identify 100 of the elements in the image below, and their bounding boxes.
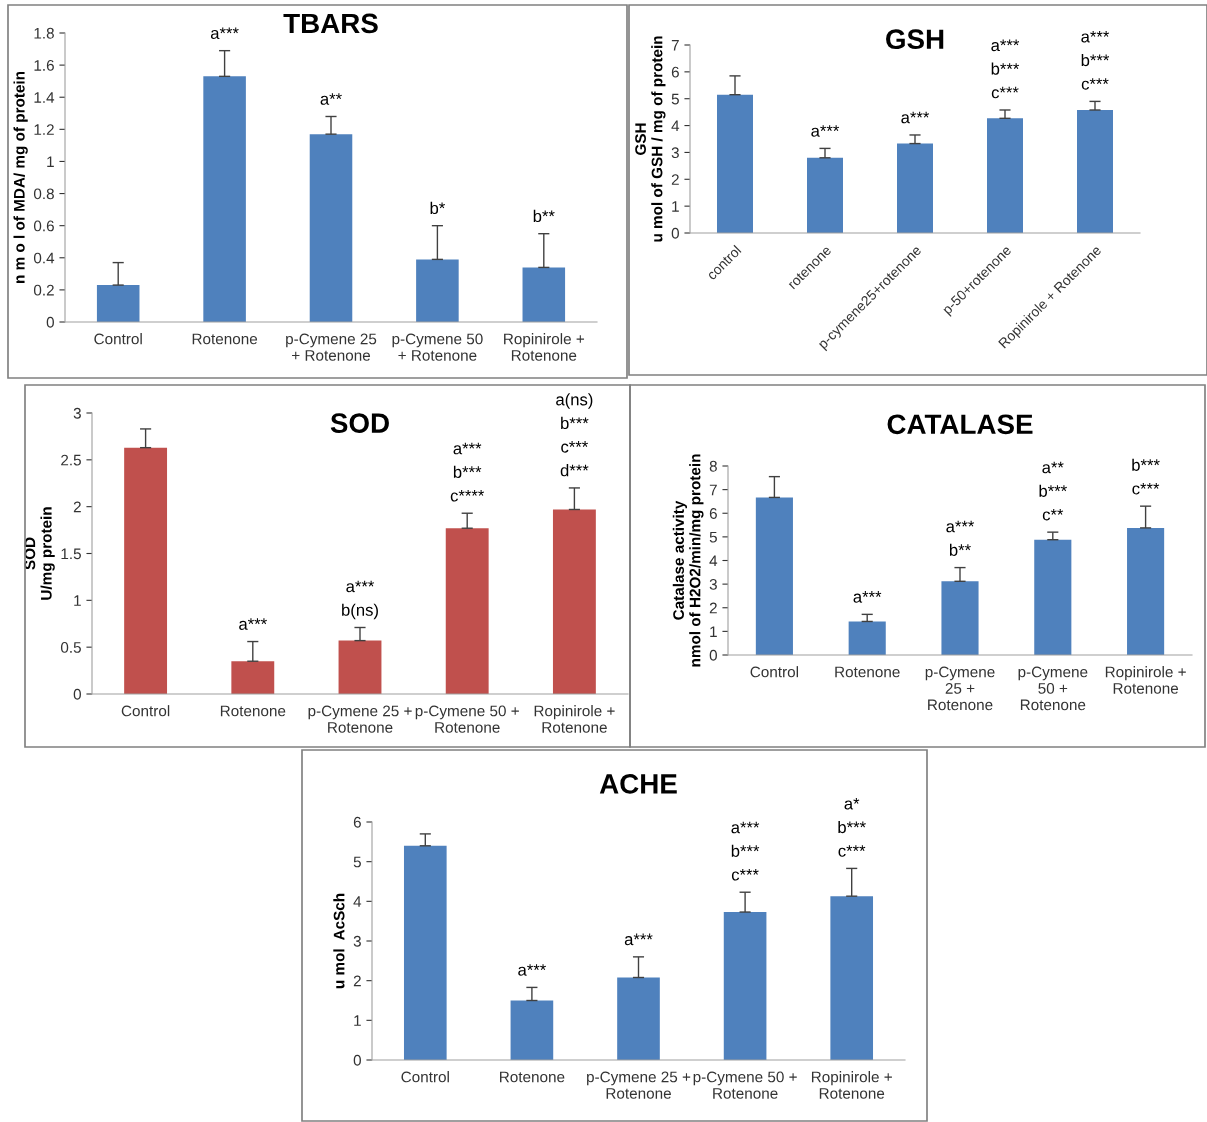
text: a** b*** c** [1039, 461, 1067, 521]
data-label: a*** [901, 111, 930, 124]
y-axis-title: u mol AcSch [333, 893, 345, 989]
data-label: b* [430, 201, 446, 215]
data-label: a*** [518, 964, 546, 976]
x-tick-label: Ropinirole + Rotenone [811, 1071, 892, 1099]
chart-title: SOD [330, 413, 389, 433]
y-tick-label: 1 [354, 1015, 361, 1026]
bar [552, 509, 596, 694]
y-axis-title: n m o l of MDA/ mg of protein [13, 71, 28, 283]
y-tick-label: 3 [73, 407, 81, 419]
y-tick-label: 3 [353, 935, 361, 947]
x-tick-label: Ropinirole + Rotenone [534, 705, 615, 733]
y-tick-label: 0 [73, 688, 81, 700]
x-tick-label: Rotenone [192, 333, 258, 345]
y-tick-label: 2 [709, 602, 717, 614]
y-tick-label: 4 [671, 120, 680, 132]
bar [231, 661, 275, 694]
bar [987, 118, 1023, 233]
x-tick-label: p-Cymene 25 + Rotenone [587, 1071, 691, 1099]
chart-title: ACHE [599, 774, 677, 794]
x-tick-label: p-Cymene 50 + Rotenone [415, 705, 519, 733]
y-tick-label: 2 [73, 501, 81, 513]
x-tick-label: p-Cymene 25 + Rotenone [286, 333, 377, 361]
x-tick-label: Control [401, 1071, 449, 1083]
x-tick-label: Rotenone [835, 666, 900, 678]
x-tick-label: Ropinirole + Rotenone [504, 333, 585, 361]
bar [617, 977, 660, 1060]
y-tick-label: 1.2 [34, 124, 54, 135]
bar [717, 94, 753, 233]
x-tick-label: p-Cymene 25 + Rotenone [925, 666, 995, 711]
bar [848, 621, 886, 655]
bar [96, 285, 140, 322]
text: a*** b*** c*** [991, 39, 1020, 99]
x-tick-label: p-Cymene 25 + Rotenone [308, 705, 412, 733]
bar [445, 528, 489, 694]
y-tick-label: 1 [47, 156, 54, 167]
bar [124, 447, 168, 694]
x-tick-label: p-Cymene 50 + Rotenone [1018, 666, 1088, 711]
text: b*** c*** [1132, 458, 1160, 495]
bar [941, 581, 979, 655]
y-tick-label: 0 [671, 227, 679, 239]
y-tick-label: 0.8 [33, 188, 54, 200]
y-tick-label: 0.5 [60, 642, 81, 653]
x-tick-label: Control [750, 666, 799, 678]
bar [1034, 539, 1072, 655]
bar [830, 896, 874, 1060]
y-tick-label: 1.5 [61, 548, 81, 560]
chart-title: CATALASE [887, 414, 1033, 435]
bar [1127, 527, 1165, 655]
x-tick-label: p-Cymene 50 + Rotenone [693, 1071, 797, 1099]
data-label: a*** [210, 27, 239, 40]
data-label: a*** b(ns) [342, 580, 378, 620]
y-tick-label: 2 [671, 174, 679, 185]
bar [807, 157, 843, 233]
y-tick-label: 1 [710, 626, 717, 637]
text: a*** b*** c*** [731, 821, 760, 881]
y-tick-label: 1 [74, 595, 81, 606]
bar [522, 267, 566, 322]
bar [510, 1000, 554, 1060]
y-tick-label: 5 [709, 531, 717, 543]
text: a*** b*** c**** [450, 442, 485, 502]
y-tick-label: 2.5 [61, 454, 81, 466]
x-tick-label: Rotenone [220, 705, 286, 717]
y-tick-label: 4 [353, 896, 362, 907]
y-tick-label: 0 [353, 1054, 361, 1066]
x-tick-label: Ropinirole + Rotenone [1105, 666, 1186, 694]
text: a*** b*** c*** [1081, 30, 1110, 90]
y-tick-label: 5 [353, 856, 361, 868]
data-label: a** [320, 93, 342, 105]
y-tick-label: 6 [671, 66, 679, 78]
text: a*** b** [946, 520, 975, 556]
x-tick-label: p-Cymene 50 + Rotenone [392, 333, 483, 361]
x-tick-label: Control [121, 705, 170, 717]
x-tick-label: Control [94, 333, 142, 345]
text: a(ns) b*** c*** d*** [556, 393, 593, 477]
bar [416, 259, 459, 322]
y-tick-label: 7 [709, 484, 717, 496]
y-tick-label: 1 [672, 201, 679, 212]
bar [203, 76, 246, 322]
chart-title: TBARS [283, 13, 378, 34]
data-label: b** [533, 209, 555, 223]
y-tick-label: 6 [353, 816, 361, 828]
bar [897, 143, 933, 233]
text: a* b*** c*** [838, 797, 866, 857]
y-tick-label: 6 [709, 508, 717, 519]
y-tick-label: 1.4 [34, 92, 55, 103]
y-tick-label: 0 [709, 649, 717, 661]
y-tick-label: 0 [46, 316, 54, 328]
y-tick-label: 7 [671, 40, 679, 51]
y-tick-label: 8 [709, 460, 717, 472]
bar [723, 912, 767, 1060]
y-tick-label: 2 [353, 975, 361, 987]
y-axis-title: SOD U/mg protein [24, 507, 55, 600]
y-tick-label: 0.2 [33, 284, 54, 296]
bar [403, 845, 447, 1060]
y-axis-title: GSH u mol of GSH / mg of protein [635, 36, 666, 242]
y-axis-title: Catalase activity nmol of H2O2/min/mg protein [672, 454, 704, 667]
y-tick-label: 3 [671, 147, 679, 159]
bar [755, 497, 793, 655]
